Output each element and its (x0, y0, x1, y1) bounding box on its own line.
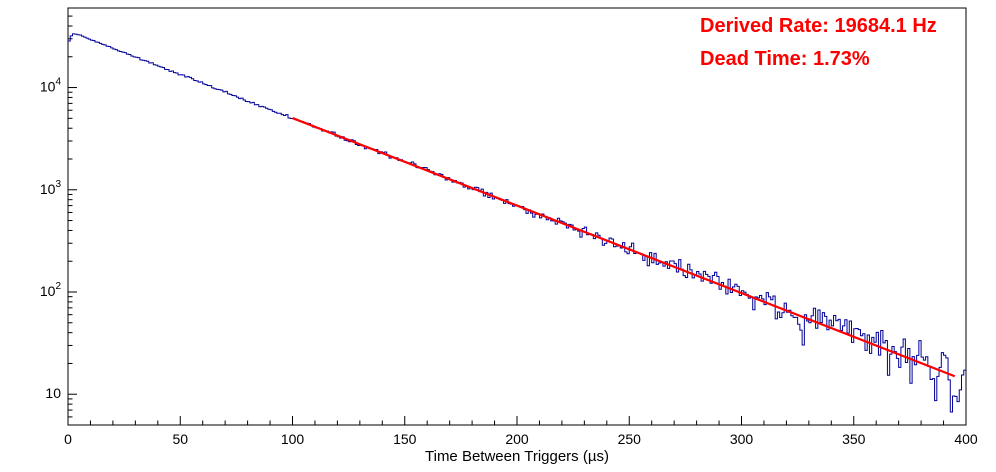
x-tick-label: 100 (281, 431, 305, 447)
x-tick-label: 200 (505, 431, 529, 447)
x-tick-label: 50 (172, 431, 188, 447)
y-tick-label: 103 (40, 179, 62, 197)
x-tick-label: 400 (954, 431, 978, 447)
x-tick-label: 250 (618, 431, 642, 447)
x-axis-title: Time Between Triggers (µs) (425, 448, 609, 465)
stats-box: Derived Rate: 19684.1 Hz Dead Time: 1.73… (700, 10, 937, 76)
histogram-steps (68, 33, 966, 413)
x-tick-label: 350 (842, 431, 866, 447)
y-tick-label: 102 (40, 281, 62, 299)
plot-content: 0 50 100 150 200 250 300 350 400 10 102 103 104 (40, 15, 978, 447)
y-tick-label: 10 (45, 385, 61, 401)
derived-rate-text: Derived Rate: 19684.1 Hz (700, 15, 937, 37)
y-tick-label: 104 (40, 77, 62, 95)
fit-line (292, 117, 956, 378)
x-tick-label: 300 (730, 431, 754, 447)
dead-time-text: Dead Time: 1.73% (700, 48, 870, 70)
x-tick-label: 150 (393, 431, 417, 447)
x-tick-label: 0 (64, 431, 72, 447)
